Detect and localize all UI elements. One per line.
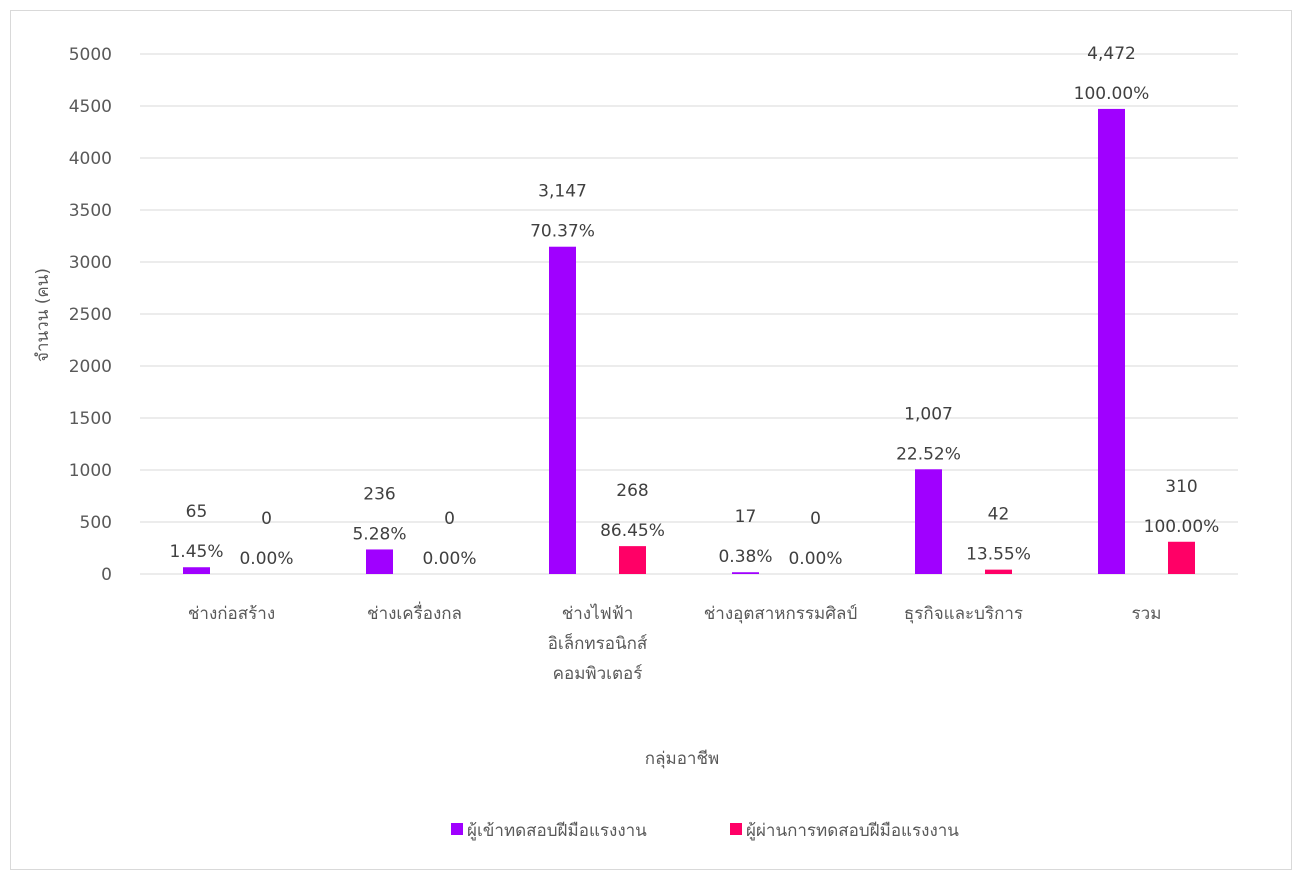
value-label: 236 <box>363 484 395 504</box>
value-label: 1,007 <box>904 404 953 424</box>
category-label: รวม <box>1132 604 1162 624</box>
y-tick-label: 5000 <box>69 45 112 65</box>
value-label: 42 <box>988 505 1010 525</box>
percent-label: 100.00% <box>1074 84 1150 104</box>
y-tick-label: 1000 <box>69 461 112 481</box>
y-tick-label: 1500 <box>69 409 112 429</box>
bar <box>732 572 759 574</box>
category-label: อิเล็กทรอนิกส์ <box>548 632 648 654</box>
value-label: 0 <box>261 509 272 529</box>
legend-swatch <box>730 823 742 835</box>
gridlines <box>140 53 1238 575</box>
percent-label: 0.38% <box>718 547 772 567</box>
value-label: 4,472 <box>1087 44 1136 64</box>
y-tick-label: 500 <box>80 513 112 533</box>
y-axis-ticks: 0 500 1000 1500 2000 2500 3000 3500 4000 4500 5000 <box>69 45 112 585</box>
bar <box>619 546 646 574</box>
value-label: 0 <box>444 509 455 529</box>
legend-label: ผู้เข้าทดสอบฝีมือแรงงาน <box>467 821 647 841</box>
category-label: ช่างอุตสาหกรรมศิลป์ <box>704 604 858 624</box>
value-label: 3,147 <box>538 182 587 202</box>
bar <box>549 246 576 574</box>
percent-label: 22.52% <box>896 444 961 464</box>
value-label: 65 <box>186 502 208 522</box>
value-label: 310 <box>1165 477 1197 497</box>
category-label: ธุรกิจและบริการ <box>904 604 1023 624</box>
percent-label: 70.37% <box>530 222 595 242</box>
value-label: 0 <box>810 509 821 529</box>
y-tick-label: 4500 <box>69 97 112 117</box>
legend-label: ผู้ผ่านการทดสอบฝีมือแรงงาน <box>746 821 959 841</box>
percent-label: 5.28% <box>352 524 406 544</box>
bar <box>915 469 942 574</box>
category-label: ช่างเครื่องกล <box>367 601 462 624</box>
y-tick-label: 2000 <box>69 357 112 377</box>
category-label: ช่างก่อสร้าง <box>188 604 275 624</box>
chart-area <box>10 10 1292 870</box>
data-labels: 65 1.45% 0 0.00% 236 5.28% 0 0.00% 3,147 70.37% 26… <box>169 44 1219 569</box>
y-tick-label: 4000 <box>69 149 112 169</box>
value-label: 17 <box>735 507 757 527</box>
value-label: 268 <box>616 481 648 501</box>
percent-label: 13.55% <box>966 545 1031 565</box>
category-label: คอมพิวเตอร์ <box>553 664 643 684</box>
percent-label: 100.00% <box>1144 517 1220 537</box>
bar <box>366 549 393 574</box>
bar <box>1098 108 1125 575</box>
y-tick-label: 3500 <box>69 201 112 221</box>
legend-swatch <box>451 823 463 835</box>
percent-label: 0.00% <box>239 549 293 569</box>
bar <box>183 567 210 574</box>
x-axis-categories: ช่างก่อสร้าง ช่างเครื่องกล ช่างไฟฟ้าอิเล็ก… <box>188 601 1162 684</box>
y-tick-label: 3000 <box>69 253 112 273</box>
percent-label: 0.00% <box>422 549 476 569</box>
percent-label: 0.00% <box>788 549 842 569</box>
bars <box>183 108 1195 575</box>
bar <box>985 569 1012 574</box>
percent-label: 86.45% <box>600 521 665 541</box>
bar <box>1168 541 1195 574</box>
x-axis-title: กลุ่มอาชีพ <box>645 749 719 769</box>
category-label: ช่างไฟฟ้า <box>562 603 634 624</box>
y-tick-label: 0 <box>101 565 112 585</box>
y-axis-title: จำนวน (คน) <box>33 268 53 362</box>
legend: ผู้เข้าทดสอบฝีมือแรงงาน ผู้ผ่านการทดสอบฝี… <box>451 821 959 841</box>
percent-label: 1.45% <box>169 542 223 562</box>
y-tick-label: 2500 <box>69 305 112 325</box>
